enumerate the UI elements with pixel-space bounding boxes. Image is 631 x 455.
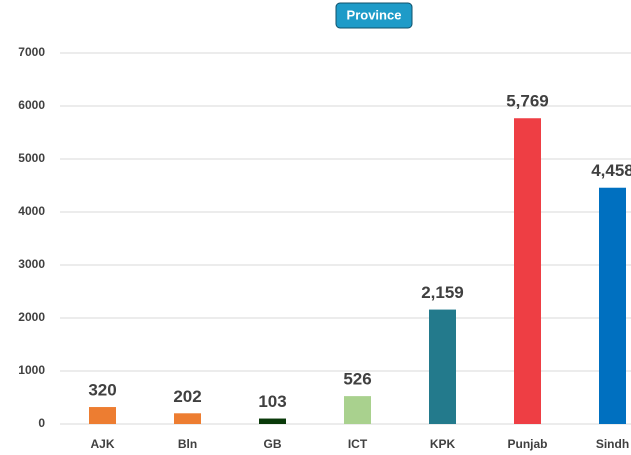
y-tick-label: 5000 (18, 151, 45, 165)
bar (89, 407, 116, 424)
value-label: 526 (343, 370, 371, 389)
value-label: 2,159 (421, 283, 464, 302)
value-label: 5,769 (506, 92, 549, 111)
y-tick-label: 7000 (18, 45, 45, 59)
title-box (335, 2, 413, 29)
x-tick-label: ICT (348, 437, 368, 451)
x-tick-label: GB (264, 437, 282, 451)
bar (429, 309, 456, 424)
x-tick-label: Punjab (507, 437, 547, 451)
bar (599, 187, 626, 424)
x-tick-label: Bln (178, 437, 197, 451)
y-tick-label: 4000 (18, 204, 45, 218)
y-tick-label: 2000 (18, 310, 45, 324)
chart-title: Province (347, 7, 402, 22)
bar (174, 413, 201, 424)
x-tick-label: AJK (90, 437, 114, 451)
y-tick-label: 0 (38, 416, 45, 430)
bar (259, 418, 286, 424)
y-tick-label: 6000 (18, 98, 45, 112)
bar (344, 396, 371, 424)
y-tick-label: 1000 (18, 363, 45, 377)
y-tick-label: 3000 (18, 257, 45, 271)
x-tick-label: Sindh (596, 437, 629, 451)
x-tick-label: KPK (430, 437, 456, 451)
value-label: 103 (258, 392, 286, 411)
bar (514, 118, 541, 425)
value-label: 320 (88, 381, 116, 400)
value-label: 202 (173, 387, 201, 406)
value-label: 4,458 (591, 161, 631, 180)
